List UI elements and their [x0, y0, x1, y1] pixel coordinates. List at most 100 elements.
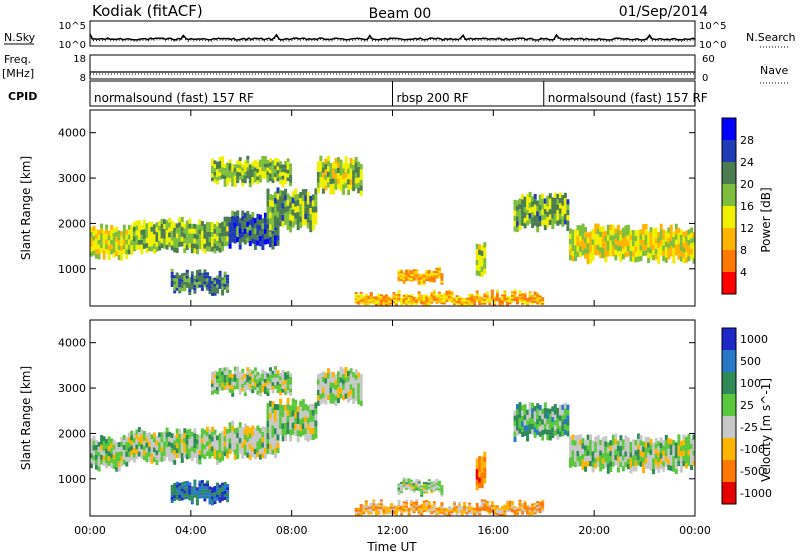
echo-cell	[397, 273, 401, 276]
echo-cell	[206, 278, 209, 282]
echo-cell	[306, 198, 310, 205]
echo-cell	[90, 236, 93, 242]
echo-cell	[528, 299, 532, 301]
echo-cell	[463, 303, 467, 306]
echo-cell	[531, 206, 535, 213]
echo-cell	[198, 284, 202, 288]
echo-cell	[392, 504, 396, 507]
x-tick-label: 04:00	[175, 524, 207, 537]
echo-cell	[654, 459, 658, 465]
echo-cell	[193, 278, 197, 282]
echo-cell	[291, 197, 295, 204]
echo-cell	[412, 511, 416, 514]
echo-cell	[488, 297, 492, 300]
echo-cell	[236, 171, 240, 176]
echo-cell	[495, 289, 499, 292]
echo-cell	[208, 285, 212, 289]
echo-cell	[296, 436, 300, 443]
echo-cell	[137, 239, 141, 245]
echo-cell	[226, 231, 230, 237]
echo-cell	[417, 281, 421, 284]
echo-cell	[463, 503, 467, 506]
echo-cell	[127, 442, 131, 448]
echo-cell	[296, 418, 300, 424]
echo-cell	[596, 451, 600, 457]
echo-cell	[231, 210, 235, 216]
echo-cell	[664, 440, 668, 446]
echo-cell	[216, 161, 219, 166]
echo-cell	[233, 183, 237, 187]
echo-cell	[100, 248, 104, 254]
echo-cell	[445, 294, 449, 297]
echo-cell	[594, 234, 598, 240]
echo-cell	[546, 211, 550, 217]
echo-cell	[190, 271, 194, 275]
echo-cell	[251, 370, 255, 375]
echo-cell	[241, 215, 245, 222]
echo-cell	[110, 453, 114, 459]
echo-cell	[430, 273, 434, 276]
echo-cell	[188, 438, 192, 444]
echo-cell	[422, 487, 426, 490]
echo-cell	[188, 482, 192, 486]
echo-cell	[286, 177, 290, 182]
echo-cell	[284, 379, 288, 384]
echo-cell	[218, 484, 222, 488]
echo-cell	[475, 292, 479, 295]
echo-cell	[432, 278, 436, 281]
echo-cell	[193, 443, 197, 448]
echo-cell	[324, 185, 328, 191]
echo-cell	[611, 434, 615, 441]
echo-cell	[321, 392, 325, 398]
colorbar-swatch	[722, 250, 736, 273]
echo-cell	[180, 231, 184, 237]
echo-cell	[523, 212, 527, 218]
echo-cell	[316, 400, 320, 406]
echo-cell	[357, 177, 361, 183]
echo-cell	[687, 460, 691, 466]
echo-cell	[178, 232, 182, 237]
echo-cell	[173, 281, 177, 285]
echo-cell	[604, 241, 608, 247]
echo-cell	[513, 506, 517, 509]
echo-cell	[253, 443, 257, 449]
echo-cell	[198, 444, 202, 450]
echo-cell	[508, 298, 512, 301]
echo-cell	[369, 508, 373, 511]
echo-cell	[387, 512, 391, 515]
echo-cell	[400, 483, 404, 486]
echo-cell	[579, 251, 582, 258]
echo-cell	[516, 512, 519, 515]
echo-cell	[483, 297, 487, 299]
echo-cell	[206, 446, 209, 452]
echo-cell	[175, 484, 179, 488]
echo-cell	[475, 503, 479, 505]
echo-cell	[465, 514, 469, 516]
echo-cell	[256, 371, 260, 376]
echo-cell	[236, 175, 240, 180]
echo-cell	[251, 430, 255, 437]
echo-cell	[523, 430, 527, 436]
echo-cell	[183, 452, 187, 458]
echo-cell	[185, 449, 189, 455]
echo-cell	[218, 368, 222, 372]
echo-cell	[233, 378, 237, 382]
echo-cell	[276, 442, 280, 448]
echo-cell	[521, 508, 525, 511]
echo-cell	[634, 439, 638, 445]
echo-cell	[427, 300, 431, 302]
echo-cell	[200, 272, 204, 276]
echo-cell	[185, 281, 189, 285]
echo-cell	[253, 234, 257, 240]
echo-cell	[125, 249, 129, 255]
echo-cell	[299, 222, 303, 229]
echo-cell	[425, 269, 429, 272]
echo-cell	[228, 167, 232, 171]
echo-cell	[505, 509, 509, 512]
echo-cell	[263, 379, 267, 383]
echo-cell	[621, 243, 625, 249]
echo-cell	[400, 277, 404, 280]
echo-cell	[357, 393, 361, 399]
echo-cell	[465, 508, 469, 511]
echo-cell	[594, 436, 598, 442]
